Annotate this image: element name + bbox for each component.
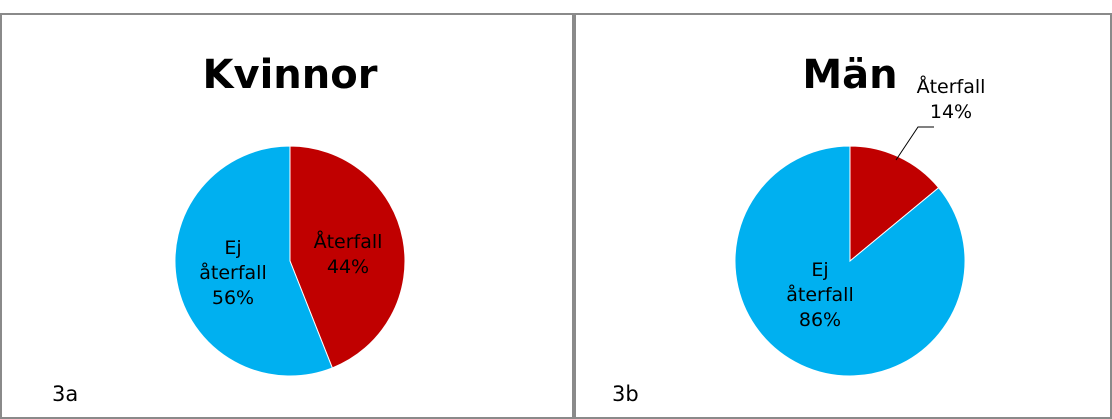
slice-label-ej-aterfall: Ej återfall 86% [786, 259, 853, 331]
panel-label-3a: 3a [52, 382, 78, 406]
slice-label-aterfall: Återfall 44% [314, 230, 383, 278]
slice-label-line: återfall [786, 283, 853, 306]
slice-label-line: Ej [224, 237, 241, 259]
slice-label-line: Återfall [314, 230, 383, 253]
pie-slice-aterfall [289, 145, 406, 369]
slice-label-line: 44% [327, 256, 369, 278]
pie-slice-ej-aterfall [734, 145, 966, 377]
pie-slice-ej-aterfall [174, 145, 333, 377]
chart-title-man: Män [802, 52, 897, 98]
chart-title-kvinnor: Kvinnor [203, 52, 378, 98]
slice-label-line: återfall [199, 261, 266, 284]
slice-label-aterfall: Återfall 14% [917, 75, 986, 123]
slice-label-ej-aterfall: Ej återfall 56% [199, 237, 266, 309]
pie-slice-aterfall [849, 145, 940, 263]
slice-label-line: 14% [930, 101, 972, 123]
panel-label-3b: 3b [612, 382, 639, 406]
label-leader-line [895, 126, 934, 161]
slice-label-line: 86% [799, 309, 841, 331]
slice-label-line: 56% [212, 287, 254, 309]
pie-chart-kvinnor: Återfall 44% Ej återfall 56% [174, 145, 406, 377]
slice-label-line: Återfall [917, 75, 986, 98]
slice-label-line: Ej [811, 259, 828, 281]
pie-chart-man: Återfall 14% Ej återfall 86% [734, 75, 986, 377]
